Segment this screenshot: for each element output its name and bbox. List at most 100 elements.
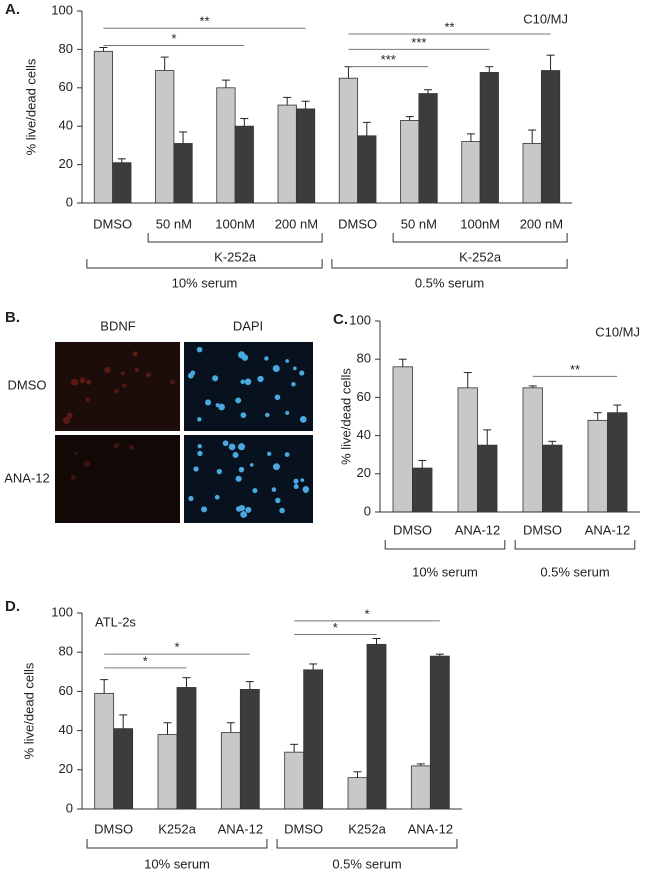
nucleus [235, 506, 242, 512]
nucleus [193, 466, 199, 472]
panel-label: A. [5, 1, 20, 18]
x-tick-label: 100nM [460, 216, 500, 231]
nucleus [252, 488, 258, 494]
bar [477, 444, 498, 513]
y-tick-label: 0 [364, 503, 371, 518]
nucleus [274, 394, 281, 401]
nucleus [170, 380, 175, 385]
x-tick-label: DMSO [284, 821, 323, 836]
y-tick-label: 0 [66, 800, 73, 815]
x-tick-label: ANA-12 [408, 821, 454, 836]
group-label: 10% serum [172, 275, 238, 290]
bar [418, 93, 438, 204]
nucleus [272, 463, 280, 471]
x-tick-label: 50 nM [401, 216, 437, 231]
nucleus [205, 399, 212, 406]
bar [357, 135, 377, 204]
y-tick-label: 80 [59, 41, 73, 56]
nucleus [63, 416, 71, 424]
bar [461, 141, 481, 204]
nucleus [196, 346, 203, 353]
nucleus [71, 378, 79, 386]
nucleus [293, 366, 297, 371]
x-tick-label: DMSO [93, 216, 132, 231]
bar [479, 72, 499, 204]
bar [410, 765, 431, 810]
group-bracket [331, 259, 568, 269]
group-label: 10% serum [144, 856, 210, 871]
bar [400, 120, 420, 204]
bar [303, 669, 324, 810]
bar [157, 734, 178, 810]
x-tick-label: DMSO [338, 216, 377, 231]
bar [542, 444, 563, 513]
y-tick-label: 80 [59, 644, 73, 659]
nucleus [222, 440, 229, 447]
y-tick-label: 100 [349, 312, 371, 327]
bar [338, 77, 359, 204]
nucleus [145, 372, 151, 378]
x-tick-label: ANA-12 [218, 821, 264, 836]
nucleus [216, 468, 223, 475]
nucleus [237, 443, 246, 451]
nucleus [214, 494, 220, 500]
nucleus [67, 412, 73, 419]
nucleus [85, 397, 90, 402]
nucleus [70, 474, 76, 480]
y-tick-label: 100 [51, 604, 73, 619]
nucleus [264, 356, 269, 361]
nucleus [284, 452, 290, 457]
y-tick-label: 0 [66, 194, 73, 209]
row-label: ANA-12 [4, 470, 50, 485]
significance-label: * [143, 653, 148, 668]
nucleus [240, 511, 248, 518]
nucleus [238, 466, 245, 473]
group-label: 0.5% serum [332, 856, 401, 871]
nucleus [299, 370, 305, 376]
significance-label: ** [570, 362, 580, 377]
bar [366, 643, 387, 810]
panel-label: D. [5, 598, 20, 615]
nucleus [232, 451, 239, 458]
nucleus [79, 377, 86, 384]
annotation: C10/MJ [595, 324, 640, 339]
bar [93, 50, 114, 204]
nucleus [132, 351, 138, 357]
bar [457, 387, 478, 513]
y-tick-label: 20 [59, 156, 73, 171]
column-label: BDNF [100, 318, 135, 333]
nucleus [114, 389, 119, 394]
bar [113, 728, 134, 810]
cell-nuclei [63, 346, 310, 518]
bar [540, 70, 561, 204]
bar [392, 366, 413, 513]
group-bracket [392, 233, 568, 243]
micrograph [55, 435, 180, 523]
annotation: ATL-2s [95, 614, 136, 629]
group-bracket [514, 540, 636, 550]
bar [429, 655, 450, 810]
x-tick-label: DMSO [523, 522, 562, 537]
significance-label: * [171, 31, 176, 46]
column-label: DAPI [233, 318, 263, 333]
nucleus [201, 506, 208, 513]
nucleus [245, 506, 252, 513]
y-tick-label: 40 [59, 118, 73, 133]
nucleus [113, 443, 119, 449]
bar [607, 412, 628, 513]
nucleus [265, 412, 270, 418]
significance-label: * [174, 640, 179, 655]
nucleus [218, 403, 225, 411]
bar [173, 143, 193, 204]
group-bracket [147, 233, 323, 243]
nucleus [134, 367, 140, 372]
y-tick-label: 40 [59, 722, 73, 737]
bar [522, 143, 542, 204]
x-tick-label: K252a [348, 821, 386, 836]
group-bracket [276, 839, 458, 849]
significance-label: *** [381, 52, 396, 67]
bar [112, 162, 132, 204]
nucleus [235, 397, 242, 404]
nucleus [128, 445, 135, 451]
